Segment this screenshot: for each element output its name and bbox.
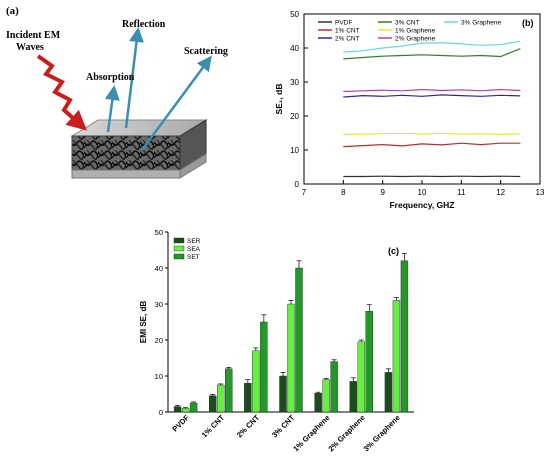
- y-tick-label: 0: [159, 408, 163, 417]
- bar-ser: [174, 407, 181, 412]
- bar-sea: [252, 351, 259, 412]
- series-line-1-graphene: [343, 133, 520, 134]
- x-axis-label: Frequency, GHZ: [389, 200, 454, 210]
- bar-ser: [350, 381, 357, 412]
- y-tick-label: 20: [155, 336, 163, 345]
- bar-sea: [288, 304, 295, 412]
- series-line-2-graphene: [343, 90, 520, 92]
- panel-b-label: (b): [522, 18, 534, 28]
- legend-entry: 3% CNT: [395, 20, 420, 27]
- legend-swatch: [174, 246, 184, 251]
- bar-ser: [244, 383, 251, 412]
- y-tick-label: 10: [155, 372, 163, 381]
- bar-ser: [385, 372, 392, 412]
- bar-set: [260, 322, 267, 412]
- x-tick-label: 7: [302, 188, 307, 197]
- x-tick-label: 11: [457, 188, 466, 197]
- legend-entry: SEA: [187, 246, 201, 253]
- bar-set: [296, 268, 303, 412]
- y-tick-label: 20: [290, 112, 299, 121]
- y-axis-label: EMI SE, dB: [139, 301, 148, 343]
- bar-sea: [358, 342, 365, 412]
- y-axis-label: SE₁, dB: [274, 84, 284, 115]
- legend-entry: 1% CNT: [335, 28, 360, 35]
- legend-entry: 2% CNT: [335, 36, 360, 43]
- category-label: 1% CNT: [200, 413, 227, 440]
- legend-entry: 2% Graphene: [395, 36, 435, 43]
- y-tick-label: 0: [295, 180, 300, 189]
- bar-ser: [315, 393, 322, 412]
- incident-wave-arrow: [38, 56, 84, 128]
- legend-entry: SER: [187, 238, 201, 245]
- category-label: 3% Graphene: [362, 413, 402, 453]
- bar-set: [225, 369, 232, 412]
- bar-set: [366, 311, 373, 412]
- y-tick-label: 30: [290, 78, 299, 87]
- x-tick-label: 8: [341, 188, 346, 197]
- bar-sea: [323, 380, 330, 412]
- reflection-label: Reflection: [122, 19, 166, 30]
- emi-se-bar-chart: 0 10 20 30 40 50 EMI SE, dB PVDF 1% CNT 2% CNT 3% …: [128, 222, 424, 466]
- bar-sea: [217, 385, 224, 412]
- category-label: PVDF: [170, 413, 191, 434]
- x-tick-label: 9: [380, 188, 385, 197]
- x-tick-label: 10: [418, 188, 427, 197]
- shield-slab: [72, 120, 206, 178]
- se-total-line-chart-panel: 7 8 9 10 11 12 13 0 10 20 30 40 50 Frequency, GHZ SE₁,…: [262, 0, 550, 222]
- legend-entry: SET: [187, 254, 200, 261]
- scattering-label: Scattering: [184, 46, 228, 57]
- x-tick-label: 12: [496, 188, 505, 197]
- y-tick-label: 40: [290, 44, 299, 53]
- absorption-label: Absorption: [86, 72, 135, 83]
- y-tick-label: 40: [155, 264, 163, 273]
- y-tick-label: 30: [155, 300, 163, 309]
- x-tick-label: 13: [536, 188, 545, 197]
- series-line-3-graphene: [343, 41, 520, 52]
- panel-a-label: (a): [6, 5, 19, 17]
- incident-label-line2: Waves: [16, 42, 44, 53]
- bar-set: [401, 261, 408, 412]
- legend-entry: 1% Graphene: [395, 28, 435, 35]
- shielding-schematic: (a) Incident EM Waves Reflection Absorpt…: [0, 0, 262, 212]
- shielding-schematic-panel: (a) Incident EM Waves Reflection Absorpt…: [0, 0, 262, 212]
- y-tick-label: 10: [290, 146, 299, 155]
- category-label: 3% CNT: [270, 413, 297, 440]
- emi-se-bar-chart-panel: 0 10 20 30 40 50 EMI SE, dB PVDF 1% CNT 2% CNT 3% …: [128, 222, 424, 466]
- bar-set: [331, 362, 338, 412]
- bar-sea: [393, 300, 400, 412]
- incident-label-line1: Incident EM: [6, 30, 61, 41]
- bar-set: [190, 403, 197, 412]
- category-label: 2% CNT: [235, 413, 262, 440]
- series-line-1-cnt: [343, 143, 520, 146]
- series-line-2-cnt: [343, 95, 520, 97]
- y-tick-label: 50: [290, 10, 299, 19]
- panel-c-label: (c): [388, 246, 399, 256]
- bar-ser: [209, 396, 216, 412]
- legend-swatch: [174, 254, 184, 259]
- legend-entry: 3% Graphene: [461, 20, 501, 27]
- y-tick-label: 50: [155, 228, 163, 237]
- se-total-line-chart: 7 8 9 10 11 12 13 0 10 20 30 40 50 Frequency, GHZ SE₁,…: [262, 0, 550, 222]
- bar-ser: [280, 376, 287, 412]
- legend-entry: PVDF: [335, 20, 352, 27]
- legend-swatch: [174, 238, 184, 243]
- bar-sea: [182, 408, 189, 412]
